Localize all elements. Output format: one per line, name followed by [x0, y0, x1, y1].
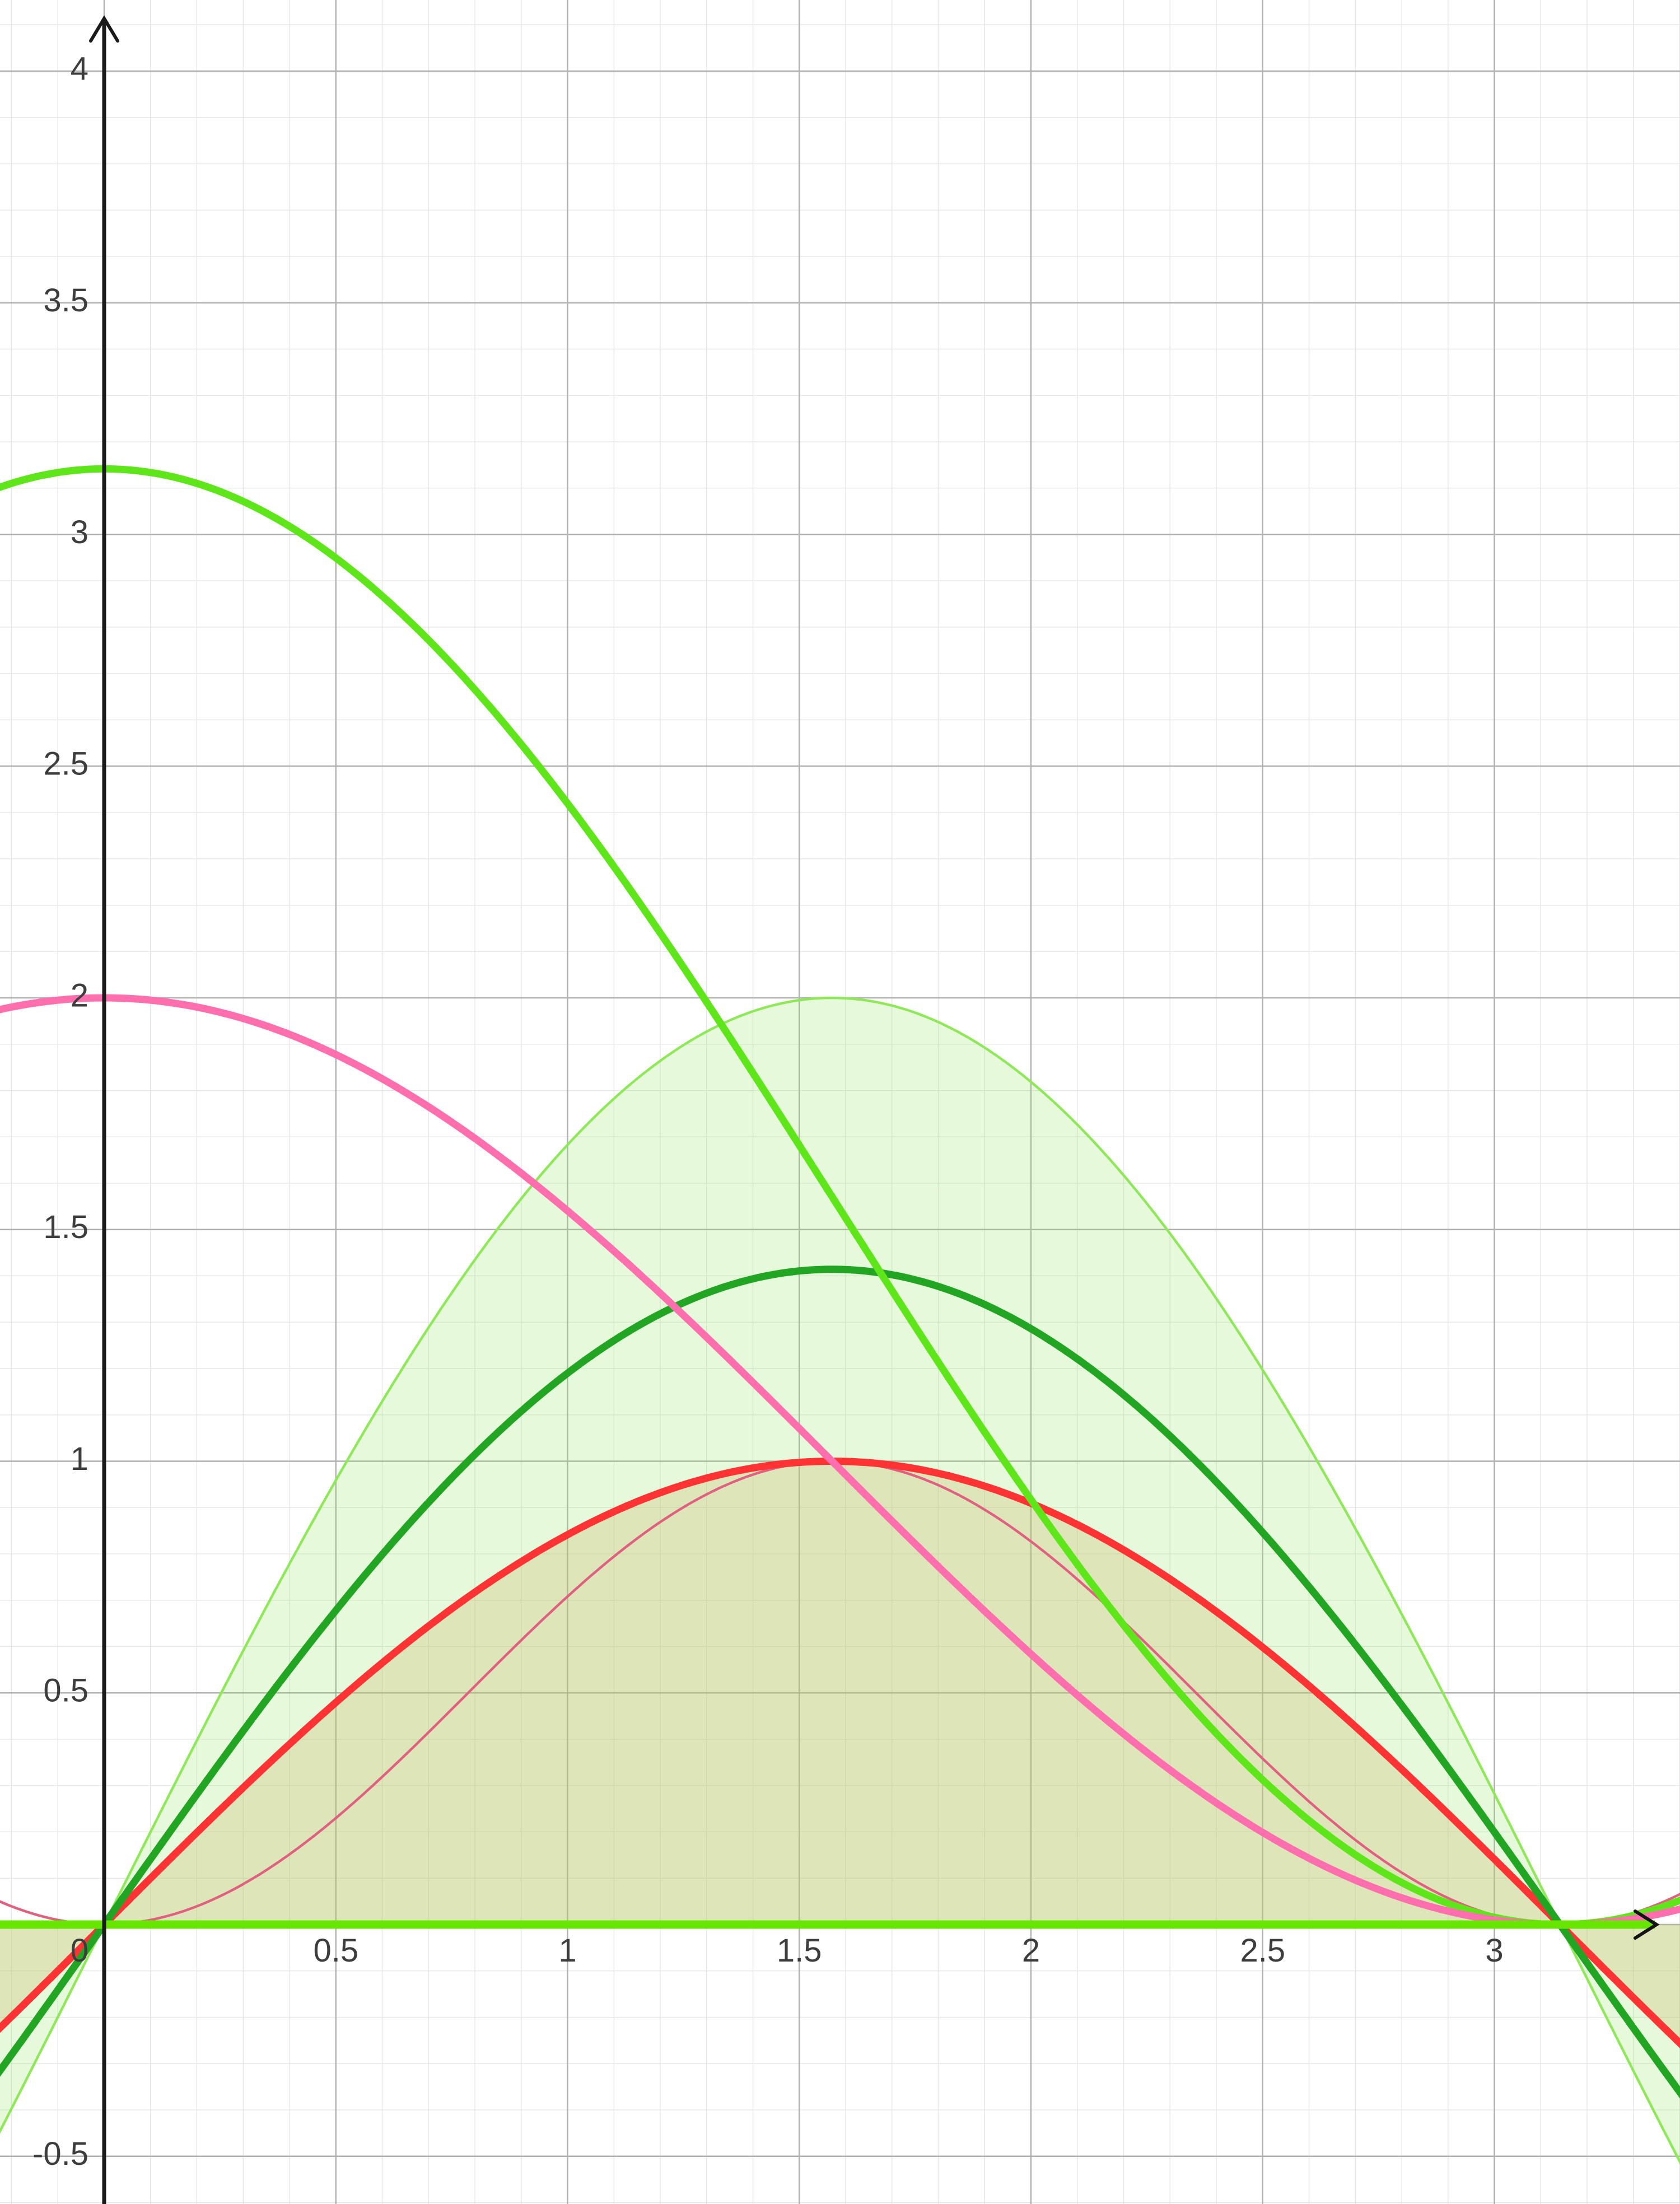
svg-text:2.5: 2.5 — [43, 746, 88, 782]
svg-text:3: 3 — [71, 514, 88, 550]
svg-text:3: 3 — [1485, 1932, 1503, 1969]
svg-text:2: 2 — [1022, 1932, 1040, 1969]
svg-text:4: 4 — [71, 50, 88, 87]
svg-text:-0.5: -0.5 — [32, 2136, 88, 2172]
svg-text:0.5: 0.5 — [313, 1932, 358, 1969]
svg-text:1.5: 1.5 — [43, 1209, 88, 1245]
svg-text:1.5: 1.5 — [777, 1932, 822, 1969]
svg-text:1: 1 — [558, 1932, 576, 1969]
svg-text:0: 0 — [71, 1932, 88, 1969]
svg-text:2.5: 2.5 — [1240, 1932, 1285, 1969]
svg-text:3.5: 3.5 — [43, 282, 88, 319]
svg-text:2: 2 — [71, 977, 88, 1014]
svg-text:0.5: 0.5 — [43, 1673, 88, 1709]
svg-text:1: 1 — [71, 1441, 88, 1477]
